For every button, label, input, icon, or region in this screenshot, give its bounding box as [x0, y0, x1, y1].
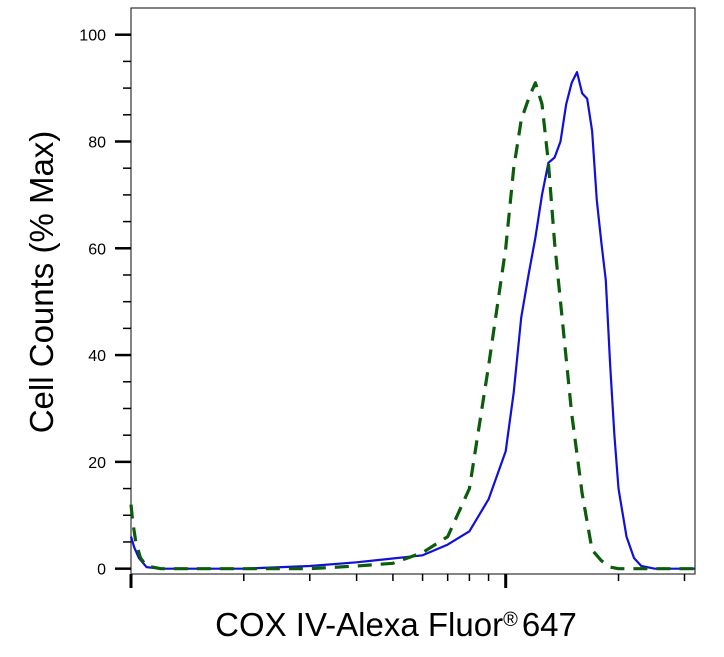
series-line-2	[129, 81, 695, 571]
y-tick-label: 20	[88, 455, 106, 472]
y-tick-label: 80	[88, 134, 106, 151]
y-axis: 0 20 40 60 80 100	[79, 28, 131, 579]
x-axis-title: COX IV-Alexa Fluor® 647	[215, 606, 577, 643]
series-layer	[129, 70, 695, 571]
y-axis-title: Cell Counts (% Max)	[23, 131, 60, 434]
x-axis-title-mark: ®	[503, 609, 518, 631]
x-axis-title-suffix: 647	[522, 606, 577, 643]
y-tick-label: 100	[79, 28, 106, 45]
plot-frame	[130, 7, 696, 575]
y-tick-label: 0	[97, 562, 106, 579]
x-axis	[129, 574, 686, 588]
y-tick-label: 60	[88, 241, 106, 258]
x-axis-title-main: COX IV-Alexa Fluor	[215, 606, 503, 643]
y-tick-label: 40	[88, 348, 106, 365]
